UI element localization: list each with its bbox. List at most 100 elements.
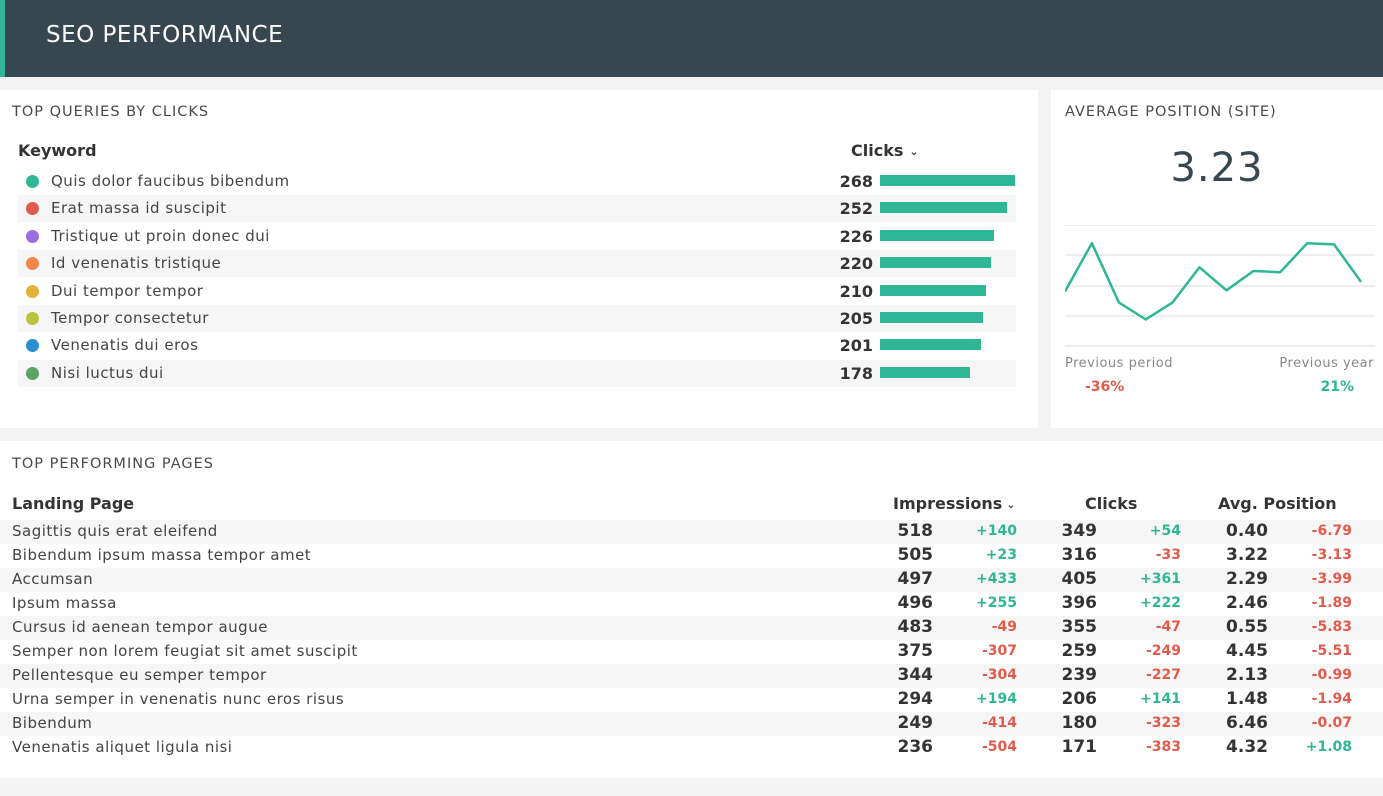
query-keyword: Erat massa id suscipit — [51, 199, 227, 218]
query-clicks-value: 226 — [839, 226, 873, 246]
top-queries-title: TOP QUERIES BY CLICKS — [12, 104, 210, 120]
query-clicks-value: 268 — [839, 172, 873, 191]
series-color-dot — [26, 366, 39, 380]
landing-page-url[interactable]: Bibendum — [12, 714, 93, 732]
table-row[interactable]: Pellentesque eu semper tempor 344 -304 239 -… — [0, 664, 1383, 688]
landing-page-url[interactable]: Cursus id aenean tempor augue — [12, 618, 268, 636]
position-column-header[interactable]: Avg. Position — [1218, 494, 1337, 513]
impressions-delta: +255 — [976, 595, 1017, 611]
impressions-value: 483 — [897, 617, 934, 637]
series-color-dot — [26, 312, 39, 325]
position-value: 4.32 — [1226, 737, 1268, 757]
clicks-value: 355 — [1061, 617, 1098, 637]
clicks-column-header[interactable]: Clicks ⌄ — [851, 141, 919, 160]
clicks-column-header[interactable]: Clicks — [1085, 494, 1138, 513]
impressions-column-header[interactable]: Impressions ⌄ — [893, 494, 1015, 513]
position-value: 2.29 — [1226, 569, 1268, 589]
landing-page-url[interactable]: Venenatis aliquet ligula nisi — [12, 738, 233, 756]
query-clicks-bar — [880, 175, 1015, 186]
previous-year-label: Previous year — [1279, 356, 1374, 371]
query-keyword: Venenatis dui eros — [51, 336, 199, 355]
landing-page-url[interactable]: Ipsum massa — [12, 594, 117, 612]
impressions-delta: -307 — [981, 643, 1017, 659]
series-color-dot — [26, 202, 39, 216]
average-position-sparkline — [1065, 225, 1375, 347]
position-delta: -6.79 — [1311, 523, 1352, 539]
query-clicks-value: 205 — [839, 309, 873, 328]
query-keyword: Nisi luctus dui — [51, 363, 164, 382]
impressions-delta: +140 — [976, 523, 1017, 539]
position-delta: +1.08 — [1305, 739, 1352, 755]
average-position-panel: AVERAGE POSITION (SITE) 3.23 Previous pe… — [1051, 90, 1383, 428]
query-keyword: Dui tempor tempor — [51, 281, 204, 300]
position-value: 6.46 — [1226, 713, 1268, 733]
position-value: 2.13 — [1226, 665, 1268, 685]
position-delta: -5.83 — [1311, 619, 1352, 635]
query-row[interactable]: Id venenatis tristique 220 — [18, 250, 1016, 278]
average-position-title: AVERAGE POSITION (SITE) — [1065, 104, 1277, 120]
clicks-value: 396 — [1061, 593, 1098, 613]
position-delta: -5.51 — [1311, 643, 1352, 659]
landing-page-url[interactable]: Semper non lorem feugiat sit amet suscip… — [12, 642, 358, 660]
query-clicks-value: 178 — [839, 363, 873, 383]
clicks-delta: -323 — [1145, 715, 1181, 731]
top-pages-panel: TOP PERFORMING PAGES Landing Page Impres… — [0, 441, 1383, 778]
page-bottom-strip — [0, 788, 1383, 796]
clicks-delta: -33 — [1155, 547, 1181, 563]
impressions-value: 497 — [897, 569, 934, 589]
landing-page-url[interactable]: Pellentesque eu semper tempor — [12, 666, 267, 684]
position-value: 2.46 — [1226, 593, 1268, 613]
series-color-dot — [26, 284, 39, 298]
impressions-delta: +433 — [976, 571, 1017, 587]
position-delta: -3.13 — [1311, 547, 1352, 563]
position-value: 4.45 — [1226, 641, 1268, 661]
query-row[interactable]: Venenatis dui eros 201 — [18, 332, 1016, 359]
query-row[interactable]: Tempor consectetur 205 — [18, 305, 1016, 332]
impressions-delta: -414 — [981, 715, 1017, 731]
clicks-delta: +222 — [1140, 595, 1181, 611]
position-value: 3.22 — [1226, 545, 1268, 565]
query-row[interactable]: Nisi luctus dui 178 — [18, 359, 1016, 387]
query-row[interactable]: Dui tempor tempor 210 — [18, 278, 1016, 305]
query-clicks-bar — [880, 312, 984, 323]
impressions-delta: +23 — [985, 547, 1017, 563]
landing-page-url[interactable]: Bibendum ipsum massa tempor amet — [12, 546, 312, 564]
query-clicks-bar — [880, 366, 970, 378]
clicks-value: 180 — [1061, 713, 1098, 733]
chevron-down-icon[interactable]: ⌄ — [1006, 498, 1016, 511]
landing-page-url[interactable]: Accumsan — [12, 570, 94, 588]
query-row[interactable]: Erat massa id suscipit 252 — [18, 195, 1016, 223]
series-color-dot — [26, 257, 39, 271]
table-row[interactable]: Semper non lorem feugiat sit amet suscip… — [0, 640, 1383, 664]
clicks-delta: -227 — [1145, 667, 1181, 683]
landing-page-column-header[interactable]: Landing Page — [12, 494, 135, 513]
impressions-value: 294 — [897, 689, 934, 709]
chevron-down-icon[interactable]: ⌄ — [909, 145, 919, 158]
previous-period-label: Previous period — [1065, 356, 1173, 371]
table-row[interactable]: Cursus id aenean tempor augue 483 -49 355 -4… — [0, 616, 1383, 640]
series-color-dot — [26, 229, 39, 243]
keyword-column-header[interactable]: Keyword — [18, 141, 97, 160]
impressions-delta: -504 — [981, 739, 1017, 755]
table-row[interactable]: Accumsan 497 +433 405 +361 2.29 -3.99 — [0, 568, 1383, 592]
landing-page-url[interactable]: Sagittis quis erat eleifend — [12, 522, 218, 540]
query-keyword: Tempor consectetur — [51, 309, 209, 327]
clicks-value: 259 — [1061, 641, 1098, 661]
table-row[interactable]: Urna semper in venenatis nunc eros risus… — [0, 688, 1383, 712]
average-position-value: 3.23 — [1170, 145, 1264, 191]
position-delta: -0.07 — [1311, 715, 1352, 731]
query-clicks-bar — [880, 284, 986, 296]
table-row[interactable]: Ipsum massa 496 +255 396 +222 2.46 -1.89 — [0, 592, 1383, 616]
dashboard-title: SEO PERFORMANCE — [46, 22, 284, 48]
table-row[interactable]: Bibendum ipsum massa tempor amet 505 +23 31… — [0, 544, 1383, 568]
landing-page-url[interactable]: Urna semper in venenatis nunc eros risus — [12, 690, 345, 708]
table-row[interactable]: Sagittis quis erat eleifend 518 +140 349 +54… — [0, 520, 1383, 544]
query-row[interactable]: Quis dolor faucibus bibendum 268 — [18, 168, 1016, 195]
clicks-delta: +361 — [1140, 571, 1181, 587]
query-row[interactable]: Tristique ut proin donec dui 226 — [18, 223, 1016, 250]
previous-period-value: -36% — [1085, 379, 1125, 395]
impressions-delta: +194 — [976, 691, 1017, 707]
table-row[interactable]: Bibendum 249 -414 180 -323 6.46 -0.07 — [0, 712, 1383, 736]
clicks-delta: +54 — [1149, 523, 1181, 539]
table-row[interactable]: Venenatis aliquet ligula nisi 236 -504 171 -… — [0, 736, 1383, 760]
